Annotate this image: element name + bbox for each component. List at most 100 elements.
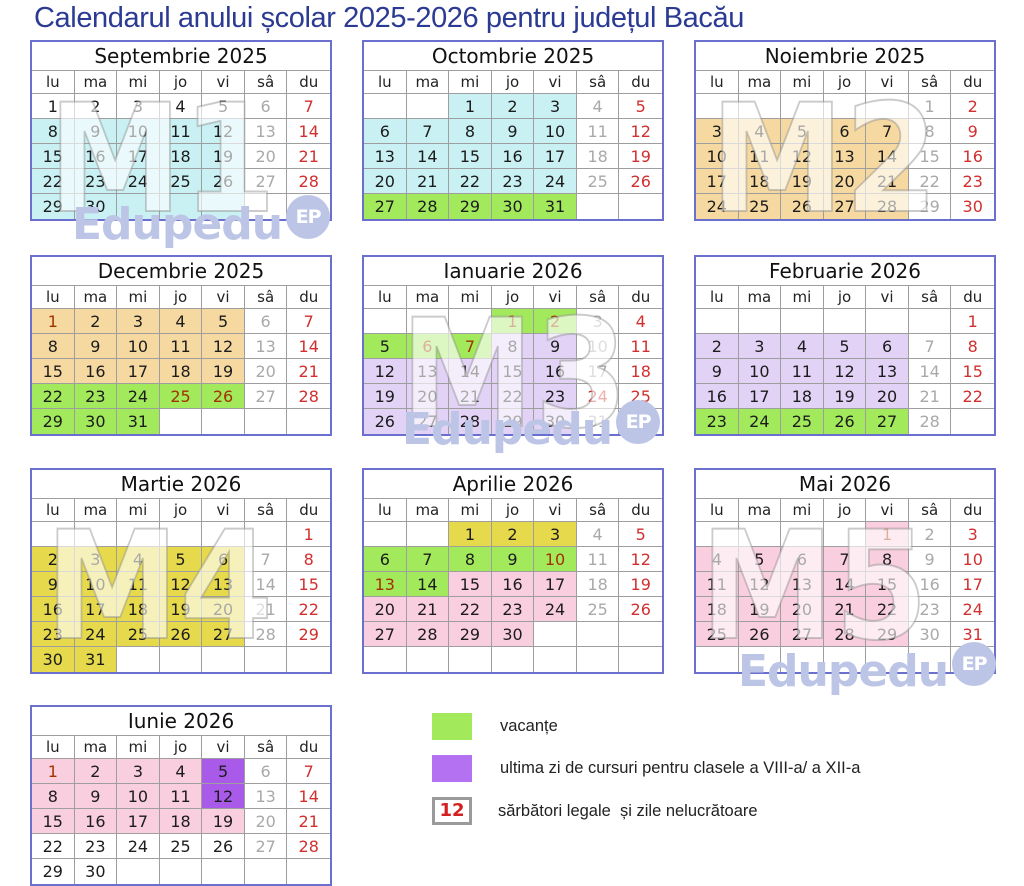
weekday-header: sâ: [576, 499, 620, 522]
day-cell: 25: [159, 834, 203, 859]
day-cell: 10: [74, 572, 118, 597]
day-cell: 9: [491, 119, 535, 144]
weekday-header: ma: [74, 286, 118, 309]
weekday-header: jo: [159, 71, 203, 94]
day-cell: 1: [951, 309, 994, 334]
day-cell: 21: [406, 597, 450, 622]
day-cell: 23: [491, 169, 535, 194]
day-cell: 17: [576, 359, 620, 384]
day-cell: 5: [364, 334, 407, 359]
day-cell: [160, 409, 203, 434]
day-cell: [117, 522, 160, 547]
day-cell: 21: [287, 359, 330, 384]
week-row: 13 14 15 16 17 18 19: [364, 144, 662, 169]
day-cell: [202, 522, 245, 547]
day-cell: 27: [244, 169, 288, 194]
day-cell: 3: [117, 94, 160, 119]
day-cell: 25: [619, 384, 662, 409]
day-cell: [619, 409, 662, 434]
day-cell: 2: [74, 309, 118, 334]
day-cell: 17: [696, 169, 739, 194]
day-cell: 14: [449, 359, 492, 384]
weekday-header: sâ: [244, 286, 288, 309]
day-cell: 19: [619, 144, 662, 169]
weekday-header-row: lu ma mi jo vi sâ du: [696, 499, 994, 522]
weekday-header: mi: [449, 286, 492, 309]
day-cell: 18: [117, 597, 160, 622]
holiday-sample-box: 12: [432, 797, 472, 825]
day-cell: 21: [866, 169, 909, 194]
day-cell: 25: [117, 622, 160, 647]
weekday-header: vi: [866, 71, 909, 94]
week-row: 13 14 15 16 17 18 19: [364, 572, 662, 597]
day-cell: [866, 309, 909, 334]
day-cell: [908, 309, 952, 334]
weekday-header: vi: [866, 499, 909, 522]
day-cell: 16: [74, 144, 118, 169]
day-cell: 28: [449, 409, 492, 434]
day-cell: 5: [202, 94, 245, 119]
month-title: Iunie 2026: [32, 707, 330, 736]
day-cell: 24: [738, 409, 782, 434]
day-cell: [781, 94, 824, 119]
day-cell: 22: [449, 597, 492, 622]
day-cell: 31: [534, 194, 577, 219]
weekday-header: vi: [202, 71, 245, 94]
day-cell: 9: [32, 572, 75, 597]
day-cell: 8: [32, 784, 75, 809]
week-row: 4 5 6 7 8 9 10: [696, 547, 994, 572]
day-cell: 4: [738, 119, 782, 144]
weekday-header: mi: [781, 71, 824, 94]
weekday-header: du: [619, 499, 662, 522]
day-cell: [287, 194, 330, 219]
day-cell: [117, 194, 160, 219]
month-martie-2026: Martie 2026 lu ma mi jo vi sâ du 1 2 3 4 5 6 7 8 9 10 11 12…: [30, 468, 332, 674]
day-cell: 26: [619, 169, 662, 194]
day-cell: 27: [202, 622, 245, 647]
day-cell: 25: [738, 194, 782, 219]
day-cell: 29: [32, 859, 75, 884]
day-cell: [738, 94, 782, 119]
day-cell: 24: [576, 384, 620, 409]
weekday-header-row: lu ma mi jo vi sâ du: [696, 71, 994, 94]
day-cell: 6: [244, 759, 288, 784]
day-cell: 2: [74, 759, 118, 784]
week-row: 15 16 17 18 19 20 21: [32, 144, 330, 169]
day-cell: 27: [823, 194, 867, 219]
weekday-header: sâ: [576, 286, 620, 309]
day-cell: 15: [32, 809, 75, 834]
day-cell: [781, 522, 824, 547]
day-cell: [364, 309, 407, 334]
day-cell: [245, 409, 288, 434]
day-cell: 8: [908, 119, 952, 144]
day-cell: 23: [74, 384, 118, 409]
weekday-header: sâ: [576, 71, 620, 94]
week-row: 6 7 8 9 10 11 12: [364, 547, 662, 572]
day-cell: 4: [781, 334, 824, 359]
day-cell: [406, 309, 450, 334]
weekday-header: jo: [491, 499, 535, 522]
week-row: 1: [696, 309, 994, 334]
day-cell: [117, 859, 160, 884]
month-title: Martie 2026: [32, 470, 330, 499]
day-cell: 20: [866, 384, 909, 409]
day-cell: 9: [74, 334, 118, 359]
legend-label: ultima zi de cursuri pentru clasele a VI…: [500, 759, 861, 777]
day-cell: 16: [908, 572, 952, 597]
day-cell: 25: [781, 409, 824, 434]
day-cell: 29: [866, 622, 909, 647]
day-cell: 9: [491, 547, 535, 572]
week-row: 1: [32, 522, 330, 547]
day-cell: 20: [406, 384, 450, 409]
weekday-header: mi: [781, 499, 824, 522]
day-cell: [159, 194, 203, 219]
week-row: 17 18 19 20 21 22 23: [696, 169, 994, 194]
day-cell: 20: [202, 597, 245, 622]
day-cell: 4: [576, 522, 620, 547]
day-cell: 1: [32, 309, 75, 334]
legend-row-vacante: vacanțe: [432, 713, 860, 740]
day-cell: 7: [823, 547, 867, 572]
